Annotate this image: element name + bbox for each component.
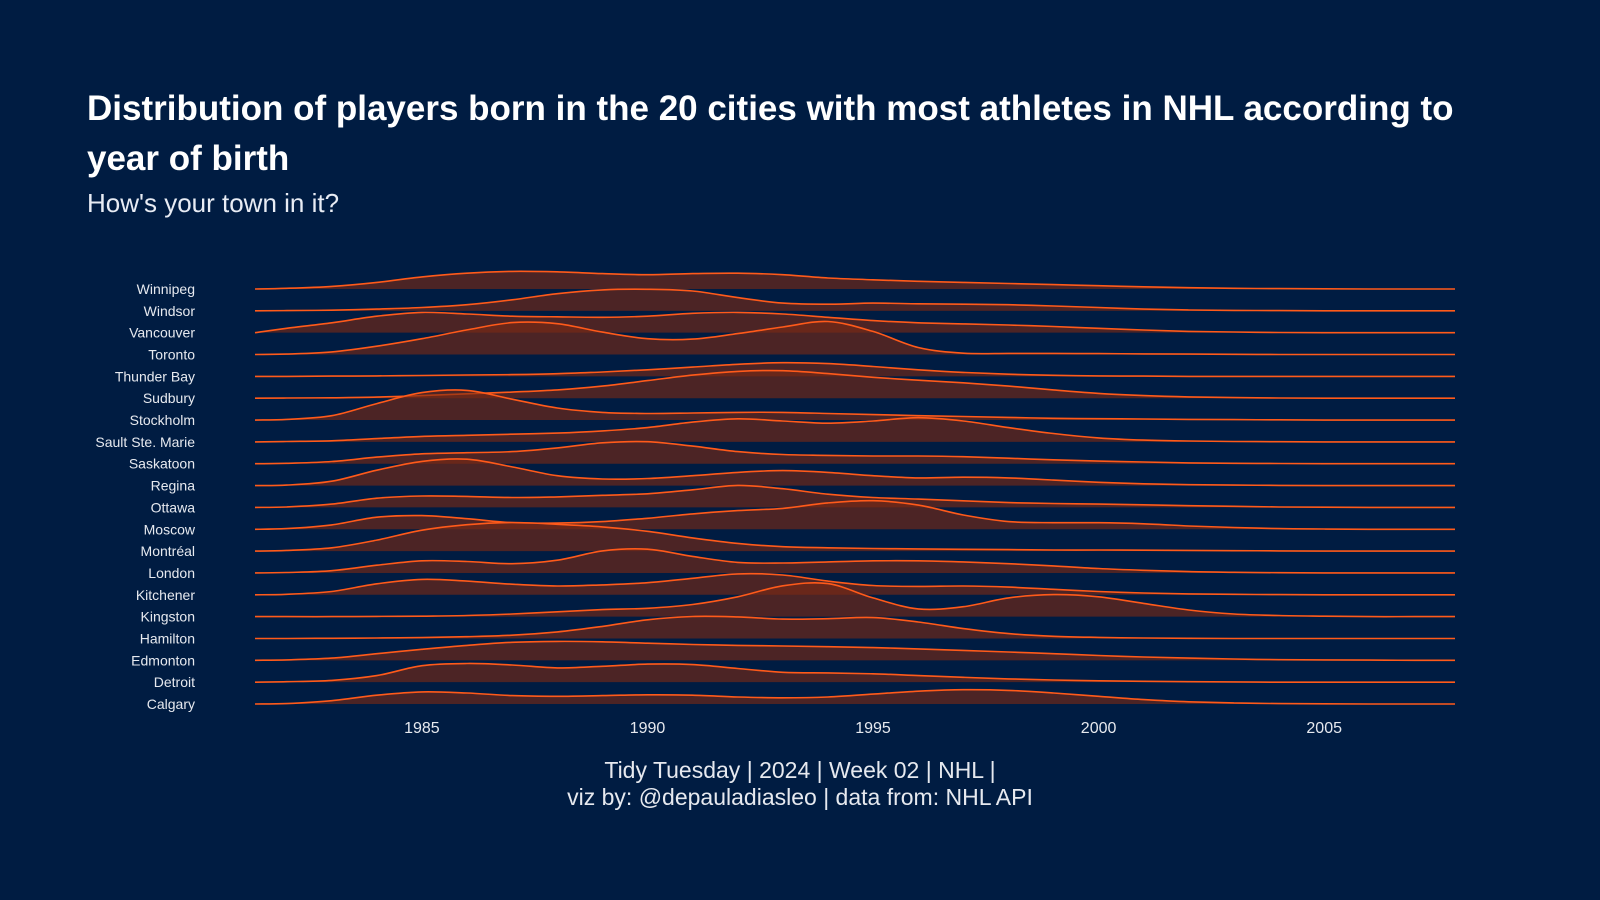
- ridge-area-sault-ste-marie: [255, 417, 1455, 442]
- y-label-regina: Regina: [151, 478, 196, 494]
- ridge-line-stockholm: [254, 389, 1455, 421]
- y-label-kitchener: Kitchener: [136, 587, 195, 603]
- ridge-area-sudbury: [255, 370, 1455, 399]
- y-label-saskatoon: Saskatoon: [129, 456, 195, 472]
- ridge-winnipeg: [254, 270, 1455, 290]
- ridge-line-calgary: [254, 688, 1455, 705]
- y-label-windsor: Windsor: [144, 303, 196, 319]
- ridge-regina: [254, 458, 1455, 487]
- ridge-area-saskatoon: [255, 441, 1455, 464]
- y-label-sault-ste-marie: Sault Ste. Marie: [95, 434, 195, 450]
- y-label-winnipeg: Winnipeg: [137, 281, 195, 297]
- ridge-line-hamilton: [255, 615, 1455, 640]
- ridge-detroit: [254, 662, 1455, 683]
- chart-caption: Tidy Tuesday | 2024 | Week 02 | NHL | vi…: [0, 757, 1600, 811]
- ridge-kingston: [255, 581, 1455, 618]
- caption-line-1: Tidy Tuesday | 2024 | Week 02 | NHL |: [604, 757, 996, 783]
- ridge-kitchener: [254, 572, 1455, 596]
- x-tick-1995: 1995: [855, 720, 891, 737]
- y-label-hamilton: Hamilton: [140, 630, 195, 646]
- ridge-line-london: [254, 548, 1455, 574]
- ridge-line-vancouver: [254, 311, 1455, 334]
- ridge-line-saskatoon: [254, 440, 1455, 465]
- ridge-area-winnipeg: [255, 271, 1455, 289]
- ridge-area-thunder-bay: [255, 362, 1455, 377]
- x-tick-1985: 1985: [404, 720, 440, 737]
- ridge-line-windsor: [254, 288, 1455, 312]
- y-label-calgary: Calgary: [147, 696, 195, 712]
- ridge-hamilton: [255, 615, 1455, 640]
- y-label-thunder-bay: Thunder Bay: [115, 368, 195, 384]
- ridge-line-moscow: [254, 499, 1455, 531]
- ridge-windsor: [254, 288, 1455, 312]
- chart-subtitle: How's your town in it?: [87, 188, 340, 218]
- chart-title: Distribution of players born in the 20 c…: [87, 89, 1454, 178]
- ridge-area-stockholm: [255, 389, 1455, 421]
- ridge-line-toronto: [254, 320, 1455, 356]
- ridge-line-thunder-bay: [255, 361, 1455, 378]
- x-tick-2005: 2005: [1306, 720, 1342, 737]
- y-label-stockholm: Stockholm: [130, 412, 195, 428]
- ridge-area-kingston: [255, 582, 1455, 617]
- y-label-edmonton: Edmonton: [131, 652, 195, 668]
- x-axis-ticks: 1985 1990 1995 2000 2005: [404, 720, 1342, 737]
- ridge-line-winnipeg: [254, 270, 1455, 290]
- y-label-sudbury: Sudbury: [143, 390, 195, 406]
- ridge-line-kitchener: [254, 572, 1455, 596]
- y-label-detroit: Detroit: [154, 674, 195, 690]
- ridge-stockholm: [254, 389, 1455, 421]
- y-label-london: London: [148, 565, 195, 581]
- ridge-line-sault-ste-marie: [254, 416, 1455, 443]
- y-label-montr-al: Montréal: [141, 543, 195, 559]
- ridge-area-moscow: [255, 500, 1455, 530]
- ridge-area-toronto: [255, 321, 1455, 355]
- ridge-line-kingston: [255, 581, 1455, 618]
- ridge-line-detroit: [254, 662, 1455, 683]
- ridge-area-edmonton: [255, 641, 1455, 661]
- ridges-layer: [254, 270, 1456, 705]
- ridge-toronto: [254, 320, 1455, 356]
- ridge-edmonton: [254, 640, 1456, 662]
- ridge-sault-ste-marie: [254, 416, 1455, 443]
- ridge-area-regina: [255, 458, 1455, 486]
- ridge-area-montr-al: [255, 522, 1455, 552]
- y-label-kingston: Kingston: [141, 609, 195, 625]
- ridge-line-regina: [254, 458, 1455, 487]
- x-tick-1990: 1990: [630, 720, 666, 737]
- ridge-thunder-bay: [255, 361, 1455, 378]
- ridge-line-edmonton: [254, 640, 1456, 662]
- ridge-line-montr-al: [254, 521, 1455, 552]
- x-tick-2000: 2000: [1081, 720, 1117, 737]
- y-label-toronto: Toronto: [148, 347, 195, 363]
- ridge-london: [254, 548, 1455, 574]
- ridge-area-ottawa: [255, 485, 1455, 508]
- ridge-saskatoon: [254, 440, 1455, 465]
- ridge-area-london: [255, 548, 1455, 573]
- ridge-area-hamilton: [255, 616, 1455, 639]
- ridge-ottawa: [254, 484, 1455, 509]
- ridge-calgary: [254, 688, 1455, 705]
- y-axis-labels: Winnipeg Windsor Vancouver Toronto Thunder B…: [95, 281, 195, 712]
- caption-line-2: viz by: @depauladiasleo | data from: NHL…: [567, 784, 1033, 810]
- y-label-vancouver: Vancouver: [129, 325, 195, 341]
- ridge-montr-al: [254, 521, 1455, 552]
- y-label-ottawa: Ottawa: [151, 499, 196, 515]
- y-label-moscow: Moscow: [144, 521, 196, 537]
- ridge-line-ottawa: [254, 484, 1455, 509]
- ridge-moscow: [254, 499, 1455, 531]
